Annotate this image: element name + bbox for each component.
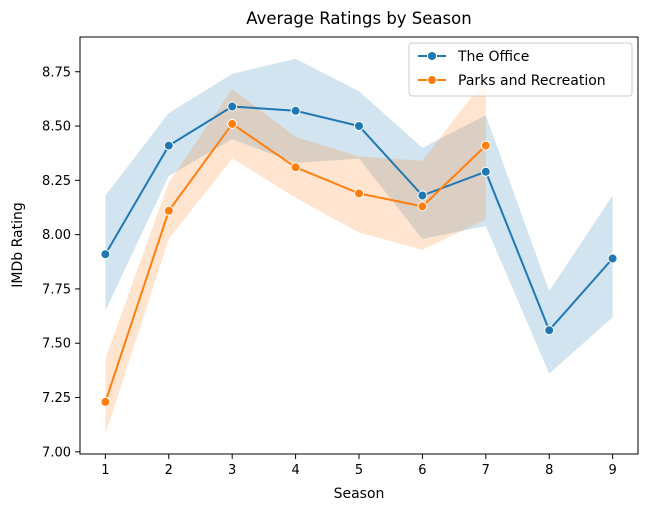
- y-tick-label: 8.50: [42, 120, 71, 135]
- y-axis-ticks: 7.00 7.25 7.50 7.75 8.00 8.25 8.50 8.75: [42, 65, 80, 460]
- legend-label-parks-and-recreation: Parks and Recreation: [458, 73, 606, 89]
- x-tick-label: 7: [482, 463, 490, 478]
- x-tick-label: 1: [101, 463, 109, 478]
- point-the-office-2: [163, 140, 174, 151]
- point-parks-and-recreation-7: [480, 140, 491, 151]
- x-tick-label: 9: [608, 463, 616, 478]
- point-the-office-5: [354, 121, 364, 131]
- confidence-bands: [105, 58, 613, 435]
- x-tick-label: 8: [545, 463, 553, 478]
- legend: The Office Parks and Recreation: [408, 42, 633, 97]
- point-the-office-9: [607, 253, 618, 264]
- legend-box: [408, 42, 633, 97]
- y-axis-label: IMDb Rating: [10, 202, 26, 287]
- y-tick-label: 7.75: [42, 282, 71, 297]
- series-points: [100, 101, 618, 407]
- point-parks-and-recreation-2: [163, 205, 174, 216]
- point-the-office-8: [544, 325, 555, 336]
- x-axis-label: Season: [334, 486, 385, 502]
- point-the-office-4: [290, 105, 301, 116]
- y-tick-label: 8.75: [42, 65, 71, 80]
- point-the-office-1: [100, 249, 111, 260]
- y-tick-label: 7.25: [42, 391, 71, 406]
- x-tick-label: 6: [418, 463, 426, 478]
- point-parks-and-recreation-3: [227, 118, 238, 129]
- point-the-office-7: [480, 166, 491, 177]
- chart-title: Average Ratings by Season: [246, 9, 471, 28]
- legend-marker-the-office: [427, 51, 437, 61]
- x-tick-label: 3: [228, 463, 236, 478]
- x-tick-label: 5: [355, 463, 363, 478]
- point-the-office-3: [227, 101, 238, 112]
- legend-marker-parks-and-recreation: [427, 75, 437, 85]
- point-parks-and-recreation-5: [354, 188, 364, 199]
- ci-band-the-office: [105, 58, 613, 374]
- y-tick-label: 7.00: [42, 445, 71, 460]
- x-axis-ticks: 1 2 3 4 5 6 7 8 9: [101, 454, 617, 478]
- point-parks-and-recreation-4: [290, 162, 301, 173]
- x-tick-label: 2: [165, 463, 173, 478]
- y-tick-label: 7.50: [42, 337, 71, 352]
- point-parks-and-recreation-6: [417, 201, 428, 212]
- point-parks-and-recreation-1: [100, 396, 111, 407]
- x-tick-label: 4: [291, 463, 299, 478]
- legend-label-the-office: The Office: [457, 49, 529, 65]
- y-tick-label: 8.25: [42, 174, 71, 189]
- point-the-office-6: [417, 190, 428, 201]
- y-tick-label: 8.00: [42, 228, 71, 243]
